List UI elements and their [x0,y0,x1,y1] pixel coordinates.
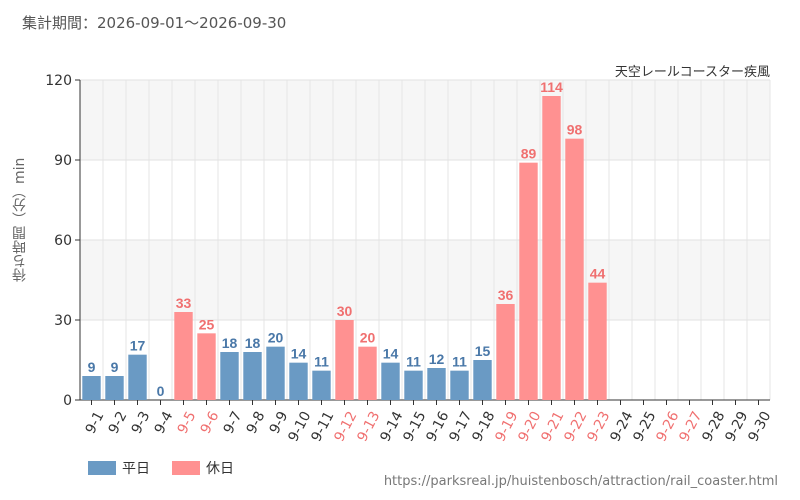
x-tick-label-9-3: 9-3 [129,409,154,437]
bar-9-14 [381,362,400,400]
x-tick-label-9-23: 9-23 [584,409,613,445]
x-tick-label-9-22: 9-22 [561,409,590,445]
data-label-9-18: 15 [475,343,491,359]
x-tick-label-9-4: 9-4 [152,409,177,437]
data-label-9-8: 18 [245,335,261,351]
bar-9-10 [289,362,308,400]
bar-9-23 [588,282,607,400]
bar-9-21 [542,96,561,400]
x-tick-label-9-30: 9-30 [745,409,774,445]
x-tick-label-9-10: 9-10 [285,409,314,445]
x-tick-label-9-14: 9-14 [377,409,406,445]
bar-9-6 [197,333,216,400]
data-label-9-7: 18 [222,335,238,351]
data-label-9-11: 11 [314,354,329,370]
x-tick-label-9-26: 9-26 [653,409,682,445]
data-label-9-17: 11 [452,354,467,370]
legend-label-holiday: 休日 [206,461,234,477]
bar-9-7 [220,352,239,400]
x-tick-label-9-1: 9-1 [83,409,108,437]
y-tick-label: 30 [54,313,72,329]
bar-9-5 [174,312,193,400]
bar-9-16 [427,368,446,400]
source-url: https://parksreal.jp/huistenbosch/attrac… [383,474,778,489]
data-label-9-22: 98 [567,122,583,138]
bar-9-3 [128,354,147,400]
y-tick-label: 90 [54,153,72,169]
data-label-9-13: 20 [360,330,376,346]
x-tick-label-9-2: 9-2 [106,409,131,437]
data-label-9-23: 44 [590,266,606,282]
data-label-9-5: 33 [176,295,192,311]
x-tick-label-9-15: 9-15 [400,409,429,445]
bar-9-22 [565,138,584,400]
chart-legend: 平日 休日 [88,458,234,478]
data-label-9-2: 9 [111,359,119,375]
x-tick-label-9-24: 9-24 [607,409,636,445]
data-label-9-15: 11 [406,354,421,370]
attraction-name: 天空レールコースター疾風 [614,65,770,80]
data-label-9-10: 14 [291,346,307,362]
bar-9-13 [358,346,377,400]
x-tick-label-9-5: 9-5 [175,409,200,437]
bar-9-2 [105,376,124,400]
data-label-9-14: 14 [383,346,399,362]
x-tick-label-9-27: 9-27 [676,409,705,445]
data-label-9-16: 12 [429,351,445,367]
data-label-9-12: 30 [337,303,353,319]
data-label-9-4: 0 [157,383,165,399]
bar-9-20 [519,162,538,400]
x-tick-label-9-19: 9-19 [492,409,521,445]
bar-9-18 [473,360,492,400]
x-tick-label-9-8: 9-8 [244,409,269,437]
legend-swatch-holiday [172,461,200,475]
data-label-9-3: 17 [130,338,146,354]
y-tick-label: 60 [54,233,72,249]
legend-item-weekday: 平日 [88,458,150,478]
x-tick-label-9-11: 9-11 [308,409,337,445]
legend-swatch-weekday [88,461,116,475]
x-tick-label-9-16: 9-16 [423,409,452,445]
x-tick-label-9-12: 9-12 [331,409,360,445]
x-tick-label-9-13: 9-13 [354,409,383,445]
legend-label-weekday: 平日 [122,461,150,477]
x-tick-label-9-6: 9-6 [198,409,223,437]
bar-9-8 [243,352,262,400]
x-tick-label-9-29: 9-29 [722,409,751,445]
data-label-9-6: 25 [199,316,215,332]
bar-9-17 [450,370,469,400]
y-tick-label: 120 [45,73,72,89]
period-label: 集計期間：2026-09-01～2026-09-30 [22,14,287,32]
data-label-9-21: 114 [540,79,563,95]
x-tick-label-9-28: 9-28 [699,409,728,445]
x-tick-label-9-18: 9-18 [469,409,498,445]
x-tick-label-9-20: 9-20 [515,409,544,445]
x-tick-label-9-21: 9-21 [538,409,567,445]
bar-9-9 [266,346,285,400]
data-label-9-1: 9 [88,359,96,375]
legend-item-holiday: 休日 [172,458,234,478]
x-tick-label-9-17: 9-17 [446,409,475,445]
bar-9-15 [404,370,423,400]
bar-9-12 [335,320,354,400]
data-label-9-19: 36 [498,287,514,303]
bar-9-11 [312,370,331,400]
data-label-9-9: 20 [268,330,284,346]
data-label-9-20: 89 [521,146,537,162]
bar-9-19 [496,304,515,400]
bar-9-1 [82,376,101,400]
y-tick-label: 0 [63,393,72,409]
wait-time-chart: 030609012099-199-2179-309-4339-5259-6189… [45,73,774,445]
x-tick-label-9-25: 9-25 [630,409,659,445]
x-tick-label-9-7: 9-7 [221,409,246,437]
